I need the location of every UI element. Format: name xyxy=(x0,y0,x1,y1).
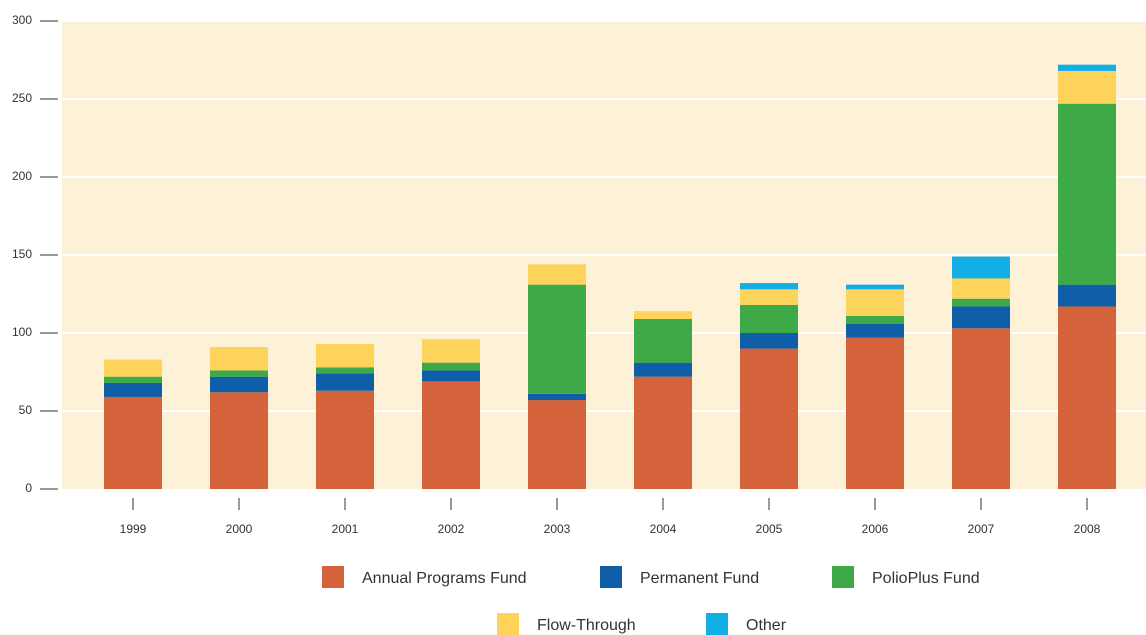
x-tick-label: 2007 xyxy=(968,522,995,536)
bar-segment xyxy=(316,390,374,489)
x-tick-label: 2004 xyxy=(650,522,677,536)
bar-segment xyxy=(634,318,692,363)
x-tick-label: 2001 xyxy=(332,522,359,536)
bar-segment xyxy=(1058,284,1116,307)
bar-segment xyxy=(952,328,1010,489)
x-tick-label: 2005 xyxy=(756,522,783,536)
y-tick-label: 50 xyxy=(19,403,33,417)
legend-swatch xyxy=(832,566,854,588)
legend-swatch xyxy=(600,566,622,588)
bar-segment xyxy=(846,289,904,316)
bar-segment xyxy=(104,382,162,397)
bar-segment xyxy=(316,373,374,391)
bar-segment xyxy=(846,337,904,489)
bar-segment xyxy=(634,376,692,489)
bar-segment xyxy=(210,347,268,371)
bar-segment xyxy=(846,315,904,324)
bar-segment xyxy=(316,343,374,368)
x-tick-label: 2002 xyxy=(438,522,465,536)
bar-segment xyxy=(210,392,268,489)
bar-segment xyxy=(1058,103,1116,285)
bar-segment xyxy=(422,362,480,371)
y-tick-label: 300 xyxy=(12,13,32,27)
x-tick-label: 1999 xyxy=(120,522,147,536)
bar-segment xyxy=(104,359,162,377)
bar-segment xyxy=(316,367,374,374)
bar-segment xyxy=(740,304,798,333)
bar-segment xyxy=(104,376,162,383)
legend-swatch xyxy=(706,613,728,635)
bar-segment xyxy=(634,311,692,319)
bar-segment xyxy=(846,284,904,290)
y-tick-label: 250 xyxy=(12,91,32,105)
bar-segment xyxy=(210,376,268,393)
bar-segment xyxy=(952,298,1010,307)
bar-segment xyxy=(422,339,480,363)
bar-segment xyxy=(1058,306,1116,489)
y-tick-label: 150 xyxy=(12,247,32,261)
bar-segment xyxy=(528,400,586,489)
y-tick-label: 200 xyxy=(12,169,32,183)
bar-segment xyxy=(952,278,1010,299)
bar-segment xyxy=(1058,70,1116,104)
bar-segment xyxy=(528,264,586,285)
bar-segment xyxy=(740,348,798,489)
legend-label: Annual Programs Fund xyxy=(362,570,527,587)
bar-segment xyxy=(210,370,268,377)
y-tick-label: 100 xyxy=(12,325,32,339)
bar-segment xyxy=(528,284,586,394)
legend-label: Flow-Through xyxy=(537,617,636,634)
bar-segment xyxy=(422,370,480,382)
bar-segment xyxy=(634,362,692,377)
bar-segment xyxy=(1058,64,1116,71)
bar-segment xyxy=(740,333,798,349)
legend-swatch xyxy=(322,566,344,588)
legend-label: PolioPlus Fund xyxy=(872,570,980,587)
y-tick-label: 0 xyxy=(25,481,32,495)
bar-segment xyxy=(740,289,798,305)
legend-label: Permanent Fund xyxy=(640,570,759,587)
legend-label: Other xyxy=(746,617,787,634)
x-tick-label: 2003 xyxy=(544,522,571,536)
x-tick-label: 2006 xyxy=(862,522,889,536)
legend-swatch xyxy=(497,613,519,635)
bar-segment xyxy=(846,323,904,338)
bar-segment xyxy=(528,393,586,401)
x-tick-label: 2008 xyxy=(1074,522,1101,536)
bar-segment xyxy=(952,306,1010,329)
x-tick-label: 2000 xyxy=(226,522,253,536)
bar-segment xyxy=(740,283,798,290)
bar-segment xyxy=(422,381,480,489)
bar-segment xyxy=(104,396,162,489)
bar-segment xyxy=(952,256,1010,279)
